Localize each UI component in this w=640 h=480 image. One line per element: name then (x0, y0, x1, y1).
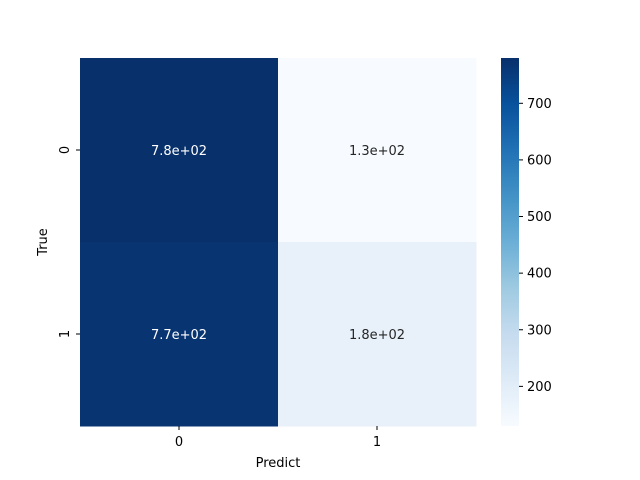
y-tick-label: 0 (58, 146, 73, 154)
colorbar-tick-label: 400 (527, 267, 552, 282)
colorbar-tick-label: 300 (527, 323, 552, 338)
colorbar-ticks: 200 300 400 500 600 700 (519, 97, 552, 395)
colorbar-tick-label: 200 (527, 380, 552, 395)
colorbar (501, 58, 519, 426)
heatmap-cell (278, 58, 477, 243)
x-axis-label: Predict (256, 456, 301, 471)
cell-value-label: 1.3e+02 (349, 144, 405, 159)
y-axis: 01 (58, 146, 80, 338)
cell-value-label: 7.7e+02 (151, 328, 207, 343)
heatmap-cell (80, 242, 279, 427)
x-tick-label: 1 (373, 435, 381, 450)
cell-value-label: 7.8e+02 (151, 144, 207, 159)
heatmap-cell (278, 242, 477, 427)
y-axis-label: True (36, 228, 51, 257)
cell-value-labels: 7.8e+02 1.3e+02 7.7e+02 1.8e+02 (151, 144, 405, 343)
cell-value-label: 1.8e+02 (349, 328, 405, 343)
heatmap-cells (80, 58, 477, 427)
heatmap-cell (80, 58, 279, 243)
colorbar-tick-label: 600 (527, 153, 552, 168)
colorbar-tick-label: 500 (527, 210, 552, 225)
y-tick-label: 1 (58, 330, 73, 338)
colorbar-tick-label: 700 (527, 97, 552, 112)
x-tick-label: 0 (175, 435, 183, 450)
